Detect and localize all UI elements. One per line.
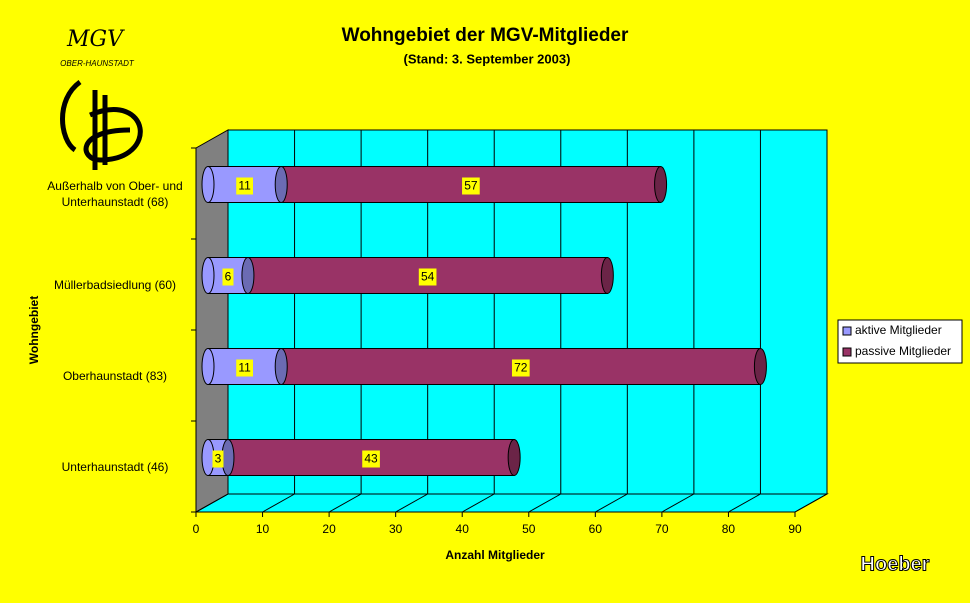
chart-title: Wohngebiet der MGV-Mitglieder [342,25,629,46]
legend-label: passive Mitglieder [855,344,951,358]
logo-title: MGV [66,27,125,52]
bar-cap [600,257,614,294]
bar-cap [507,439,521,476]
floor-grid-line [395,493,428,513]
x-tick-label: 90 [788,522,802,536]
bar-cap [241,257,255,294]
x-tick-label: 10 [256,522,270,536]
y-tick-label: Müllerbadsiedlung (60) [53,277,177,292]
floor-grid-line [262,493,295,513]
x-tick-label: 40 [456,522,470,536]
value-label: 54 [421,270,435,284]
value-label: 3 [215,452,222,466]
value-label-box [462,177,480,195]
bar-cap [274,166,288,203]
x-axis-label: Anzahl Mitglieder [445,548,545,562]
bar-cap [221,439,235,476]
x-tick-label: 60 [589,522,603,536]
logo-mark [60,79,143,170]
value-label: 11 [238,179,251,193]
floor-grid-line [528,493,562,513]
value-label: 6 [225,270,232,284]
bar-cap [753,348,767,385]
x-tick-label: 20 [322,522,336,536]
value-label: 43 [364,452,378,466]
legend-swatch [842,326,852,336]
value-label: 11 [238,361,251,375]
y-tick-label: Außerhalb von Ober- und Unterhaunstadt (… [47,178,183,209]
floor-grid-line [661,493,695,513]
value-label-box [236,177,253,195]
value-label: 57 [464,179,478,193]
x-tick-label: 70 [655,522,669,536]
x-tick-label: 0 [193,522,200,536]
legend-box [837,319,963,364]
bar [207,166,282,203]
bar-cap [201,348,215,385]
x-tick-label: 80 [722,522,736,536]
value-label-box [236,359,253,377]
legend: aktive Mitglieder passive Mitglieder [837,319,963,364]
y-axis-label: Wohngebiet [27,296,41,364]
value-label-box [222,268,234,286]
x-tick-label: 30 [389,522,403,536]
bar-cap [274,348,288,385]
signature: Hoeber [861,553,930,575]
x-tick-label: 50 [522,522,536,536]
y-tick-label: Oberhaunstadt (83) [62,368,168,383]
bar-cap [201,166,215,203]
value-label-box [362,450,380,468]
floor-grid-line [794,493,828,513]
bar-cap [201,257,215,294]
bar-cap [201,439,215,476]
value-label-box [212,450,224,468]
floor-grid-line [728,493,761,513]
floor-grid-line [595,493,628,513]
value-label-box [511,359,530,377]
chart-subtitle: (Stand: 3. September 2003) [404,51,571,66]
floor-grid-line [461,493,495,513]
value-label: 72 [514,361,528,375]
logo-subtitle: OBER-HAUNSTADT [60,59,135,68]
legend-swatch [842,347,852,357]
bar-cap [654,166,668,203]
legend-label: aktive Mitglieder [855,323,942,337]
value-label-box [418,268,437,286]
floor-grid-line [195,493,229,513]
floor-grid-line [328,493,362,513]
y-tick-label: Unterhaunstadt (46) [61,459,169,474]
